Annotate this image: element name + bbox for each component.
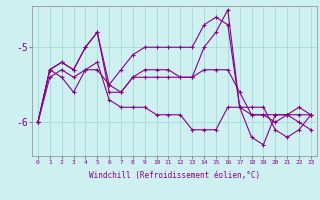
X-axis label: Windchill (Refroidissement éolien,°C): Windchill (Refroidissement éolien,°C): [89, 171, 260, 180]
